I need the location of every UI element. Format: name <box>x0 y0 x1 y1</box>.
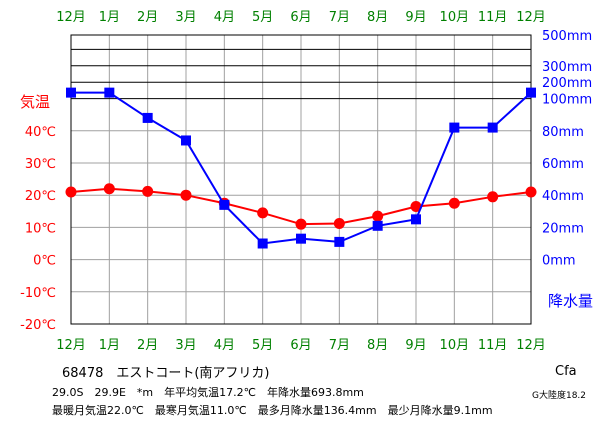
month-label-bottom: 5月 <box>252 338 273 353</box>
month-label-top: 2月 <box>137 10 158 25</box>
station-summary-line1: 29.0S 29.9E *m 年平均気温17.2℃ 年降水量693.8mm <box>52 386 364 399</box>
month-label-bottom: 12月 <box>516 338 546 353</box>
month-labels-top: 12月 1月 2月 3月 4月 5月 6月 7月 8月 9月 10月 11月 12月 <box>56 10 546 25</box>
temperature-point <box>525 186 537 198</box>
frame-rect <box>70 34 532 325</box>
month-label-top: 1月 <box>99 10 120 25</box>
temperature-tick-label: 30℃ <box>25 157 56 172</box>
month-label-top: 7月 <box>329 10 350 25</box>
grid-lines <box>71 35 531 324</box>
month-label-bottom: 7月 <box>329 338 350 353</box>
temperature-point <box>372 210 384 222</box>
month-label-bottom: 2月 <box>137 338 158 353</box>
koppen-class: Cfa <box>555 364 577 379</box>
temperature-point <box>295 218 307 230</box>
precipitation-tick-label: 0mm <box>542 254 576 269</box>
temperature-axis-label: 気温 <box>20 93 50 111</box>
month-label-bottom: 12月 <box>56 338 86 353</box>
temperature-tick-label: 10℃ <box>25 221 56 236</box>
month-label-bottom: 4月 <box>214 338 235 353</box>
month-label-bottom: 1月 <box>99 338 120 353</box>
month-labels-bottom: 12月 1月 2月 3月 4月 5月 6月 7月 8月 9月 10月 11月 12月 <box>56 338 546 353</box>
temperature-tick-label: 0℃ <box>33 254 56 269</box>
precipitation-point <box>219 199 230 210</box>
temperature-tick-label: -20℃ <box>20 318 56 333</box>
precipitation-tick-label: 20mm <box>542 221 584 236</box>
month-label-top: 8月 <box>367 10 388 25</box>
precipitation-tick-label: 60mm <box>542 157 584 172</box>
precipitation-point <box>372 220 383 231</box>
temperature-point <box>410 200 422 212</box>
temperature-point <box>180 189 192 201</box>
month-label-bottom: 8月 <box>367 338 388 353</box>
month-label-top: 12月 <box>516 10 546 25</box>
precip-scale-lines <box>71 48 531 100</box>
temperature-point <box>103 183 115 195</box>
precipitation-axis-label: 降水量 <box>548 292 593 310</box>
station-summary-line2: 最暖月気温22.0℃ 最寒月気温11.0℃ 最多月降水量136.4mm 最少月降… <box>52 404 493 417</box>
precipitation-point <box>142 112 153 123</box>
precipitation-point <box>334 236 345 247</box>
precipitation-point <box>104 87 115 98</box>
month-label-bottom: 6月 <box>290 338 311 353</box>
precipitation-point <box>411 214 421 225</box>
month-label-top: 12月 <box>56 10 86 25</box>
month-label-bottom: 10月 <box>440 338 470 353</box>
temperature-point <box>142 185 154 197</box>
temperature-point <box>448 197 460 209</box>
temperature-axis-ticks: 40℃ 30℃ 20℃ 10℃ 0℃ -10℃ -20℃ <box>20 125 56 333</box>
temperature-point <box>333 218 345 230</box>
month-label-bottom: 9月 <box>405 338 426 353</box>
precipitation-point <box>296 233 306 244</box>
temperature-point <box>487 191 499 203</box>
precipitation-series <box>66 87 536 249</box>
month-label-top: 9月 <box>405 10 426 25</box>
month-label-top: 4月 <box>214 10 235 25</box>
temperature-tick-label: 40℃ <box>25 125 56 140</box>
precipitation-tick-label: 40mm <box>542 189 584 204</box>
month-label-top: 5月 <box>252 10 273 25</box>
precipitation-tick-label: 500mm <box>542 29 592 44</box>
precipitation-tick-label: 300mm <box>542 60 592 75</box>
month-label-top: 11月 <box>478 10 508 25</box>
precipitation-point <box>181 135 191 146</box>
precipitation-point <box>487 122 498 133</box>
temperature-tick-label: -10℃ <box>20 286 56 301</box>
month-label-bottom: 3月 <box>175 338 196 353</box>
month-label-top: 6月 <box>290 10 311 25</box>
month-label-top: 10月 <box>440 10 470 25</box>
precipitation-point <box>449 122 460 133</box>
precipitation-point <box>257 238 268 249</box>
temperature-point <box>257 207 269 219</box>
plot-frame <box>70 34 532 325</box>
month-label-top: 3月 <box>175 10 196 25</box>
precipitation-point <box>66 87 76 98</box>
temperature-point <box>65 186 77 198</box>
precipitation-tick-label: 80mm <box>542 125 584 140</box>
precipitation-point <box>526 87 536 98</box>
continentality-index: G大陸度18.2 <box>532 391 587 401</box>
precipitation-tick-label: 100mm <box>542 93 592 108</box>
precipitation-tick-label: 200mm <box>542 76 592 91</box>
temperature-tick-label: 20℃ <box>25 189 56 204</box>
month-label-bottom: 11月 <box>478 338 508 353</box>
station-title: 68478 エストコート(南アフリカ) <box>62 366 270 381</box>
